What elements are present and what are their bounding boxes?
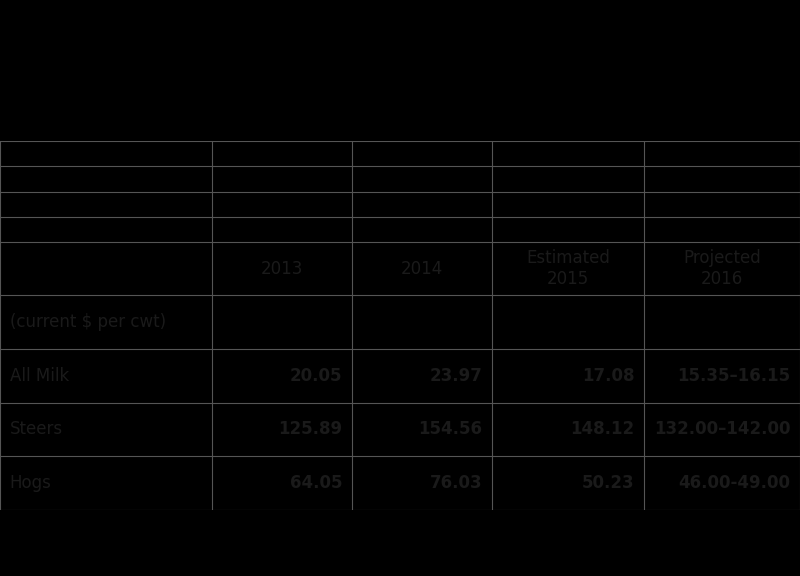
Text: 17.08: 17.08 — [582, 367, 634, 385]
Text: 132.00–142.00: 132.00–142.00 — [654, 420, 790, 438]
Text: 20.05: 20.05 — [290, 367, 342, 385]
Text: 154.56: 154.56 — [418, 420, 482, 438]
Text: Estimated
2015: Estimated 2015 — [526, 249, 610, 288]
Text: Projected
2016: Projected 2016 — [683, 249, 761, 288]
Text: 2014: 2014 — [401, 260, 443, 278]
Text: 15.35–16.15: 15.35–16.15 — [678, 367, 790, 385]
Text: 2013: 2013 — [261, 260, 303, 278]
Text: 64.05: 64.05 — [290, 474, 342, 492]
Text: 50.23: 50.23 — [582, 474, 634, 492]
Text: 46.00-49.00: 46.00-49.00 — [678, 474, 790, 492]
Text: Hogs: Hogs — [10, 474, 51, 492]
Text: (current $ per cwt): (current $ per cwt) — [10, 313, 166, 331]
Text: All Milk: All Milk — [10, 367, 69, 385]
Text: 125.89: 125.89 — [278, 420, 342, 438]
Text: 23.97: 23.97 — [430, 367, 482, 385]
Text: Steers: Steers — [10, 420, 62, 438]
Text: 148.12: 148.12 — [570, 420, 634, 438]
Text: 76.03: 76.03 — [430, 474, 482, 492]
